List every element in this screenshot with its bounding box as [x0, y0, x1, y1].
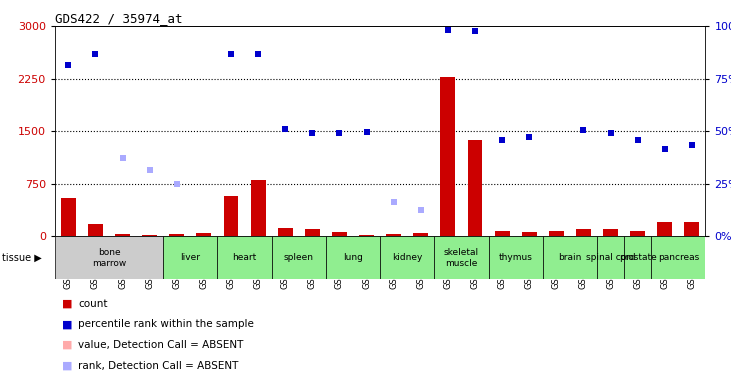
Bar: [272, 236, 326, 279]
Bar: [251, 180, 265, 236]
Bar: [115, 234, 130, 236]
Text: bone
marrow: bone marrow: [92, 248, 126, 267]
Bar: [413, 234, 428, 236]
Text: value, Detection Call = ABSENT: value, Detection Call = ABSENT: [78, 340, 243, 350]
Text: ■: ■: [62, 361, 72, 370]
Text: thymus: thymus: [499, 254, 533, 262]
Bar: [217, 236, 272, 279]
Bar: [55, 236, 163, 279]
Bar: [624, 236, 651, 279]
Bar: [359, 235, 374, 236]
Text: kidney: kidney: [392, 254, 423, 262]
Bar: [597, 236, 624, 279]
Text: percentile rank within the sample: percentile rank within the sample: [78, 320, 254, 329]
Bar: [386, 234, 401, 236]
Bar: [380, 236, 434, 279]
Bar: [434, 236, 488, 279]
Bar: [224, 196, 238, 236]
Bar: [326, 236, 380, 279]
Bar: [495, 231, 510, 236]
Bar: [197, 234, 211, 236]
Text: ■: ■: [62, 340, 72, 350]
Text: rank, Detection Call = ABSENT: rank, Detection Call = ABSENT: [78, 361, 238, 370]
Bar: [441, 76, 455, 236]
Bar: [603, 229, 618, 236]
Bar: [488, 236, 542, 279]
Bar: [278, 228, 292, 236]
Text: tissue ▶: tissue ▶: [2, 253, 42, 263]
Text: liver: liver: [181, 254, 200, 262]
Bar: [88, 224, 103, 236]
Bar: [305, 229, 319, 236]
Text: lung: lung: [343, 254, 363, 262]
Bar: [522, 232, 537, 236]
Text: spinal cord: spinal cord: [586, 254, 635, 262]
Bar: [651, 236, 705, 279]
Bar: [630, 231, 645, 236]
Bar: [576, 229, 591, 236]
Text: count: count: [78, 299, 107, 309]
Bar: [170, 234, 184, 236]
Text: ■: ■: [62, 320, 72, 329]
Bar: [684, 222, 700, 236]
Text: brain: brain: [558, 254, 582, 262]
Bar: [61, 198, 76, 236]
Text: spleen: spleen: [284, 254, 314, 262]
Text: pancreas: pancreas: [658, 254, 699, 262]
Bar: [332, 232, 347, 236]
Text: ■: ■: [62, 299, 72, 309]
Text: prostate: prostate: [618, 254, 656, 262]
Text: GDS422 / 35974_at: GDS422 / 35974_at: [55, 12, 182, 25]
Bar: [163, 236, 217, 279]
Bar: [542, 236, 597, 279]
Bar: [143, 235, 157, 236]
Bar: [549, 231, 564, 236]
Bar: [657, 222, 673, 236]
Text: skeletal
muscle: skeletal muscle: [444, 248, 479, 267]
Bar: [468, 140, 482, 236]
Text: heart: heart: [232, 254, 257, 262]
